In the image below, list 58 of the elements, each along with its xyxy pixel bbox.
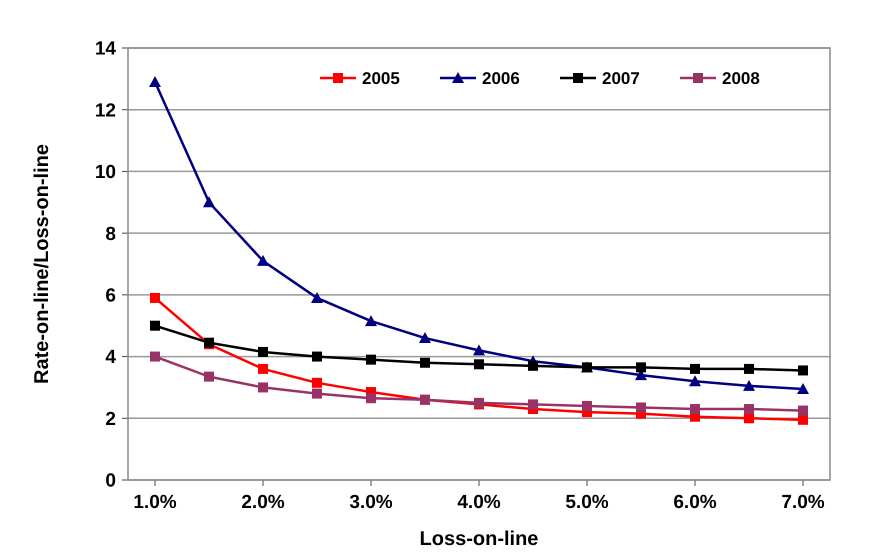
point — [744, 404, 754, 414]
point — [689, 375, 701, 386]
x-tick-label: 6.0% — [673, 492, 717, 513]
point — [365, 315, 377, 326]
point — [798, 406, 808, 416]
y-tick-label: 4 — [105, 347, 116, 368]
x-tick-label: 2.0% — [241, 492, 285, 513]
point — [150, 352, 160, 362]
point — [258, 382, 268, 392]
point — [419, 332, 431, 344]
point — [528, 360, 538, 371]
point — [150, 320, 160, 331]
point — [312, 388, 322, 399]
point — [258, 346, 268, 357]
y-tick-label: 6 — [105, 286, 116, 307]
y-tick-label: 0 — [105, 470, 116, 492]
point — [311, 292, 323, 303]
legend-label: 2005 — [362, 68, 400, 88]
legend-label: 2007 — [602, 68, 640, 88]
point — [149, 76, 161, 87]
point — [636, 362, 646, 372]
point — [798, 414, 808, 425]
point — [797, 382, 809, 394]
x-tick-label: 4.0% — [457, 492, 501, 513]
point — [312, 378, 322, 388]
legend-label: 2008 — [722, 68, 760, 88]
point — [257, 254, 269, 266]
point — [203, 196, 215, 208]
y-tick-label: 8 — [105, 224, 116, 245]
point — [474, 359, 484, 370]
point — [420, 358, 430, 368]
point — [258, 364, 268, 374]
y-axis-title: Rate-on-line/Loss-on-line — [31, 144, 53, 384]
x-axis-title: Loss-on-line — [420, 528, 538, 550]
point — [582, 400, 592, 411]
y-tick-label: 12 — [94, 100, 116, 122]
point — [743, 380, 755, 391]
x-tick-label: 1.0% — [133, 492, 177, 513]
y-tick-label: 2 — [105, 408, 116, 430]
legend-label: 2006 — [482, 68, 520, 88]
y-tick-label: 14 — [94, 38, 116, 60]
point — [366, 354, 376, 365]
point — [798, 365, 808, 376]
point — [690, 404, 700, 414]
point — [204, 372, 214, 382]
point — [636, 402, 646, 412]
point — [528, 399, 538, 410]
x-tick-label: 3.0% — [349, 492, 393, 513]
y-tick-label: 10 — [94, 162, 116, 184]
point — [473, 344, 485, 356]
point — [150, 292, 160, 303]
point — [744, 413, 754, 424]
x-tick-label: 5.0% — [565, 492, 609, 513]
x-tick-label: 7.0% — [781, 492, 825, 513]
point — [312, 352, 322, 362]
point — [366, 393, 376, 404]
point — [690, 364, 700, 374]
point — [744, 364, 754, 374]
